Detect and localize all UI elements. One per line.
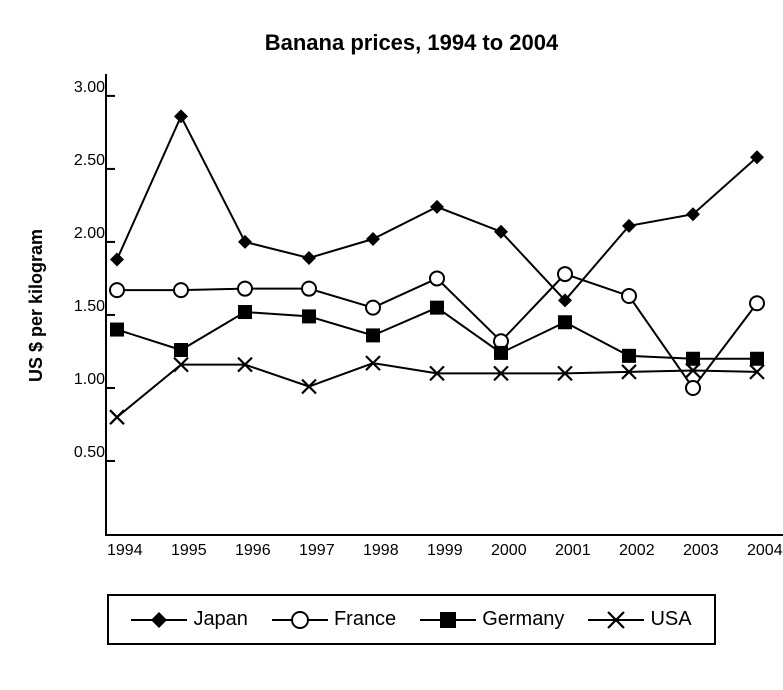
plot-svg [107, 74, 767, 534]
legend-item: Germany [420, 608, 564, 631]
legend-label: France [334, 608, 396, 631]
legend-marker-line [420, 619, 476, 621]
legend-label: Germany [482, 608, 564, 631]
x-axis-ticks: 1994199519961997199819992000200120022003… [97, 536, 757, 564]
plot-area [105, 74, 783, 536]
legend-item: Japan [131, 608, 248, 631]
legend: Japan France Germany USA [107, 594, 715, 645]
legend-item: USA [588, 608, 691, 631]
legend-label: USA [650, 608, 691, 631]
legend-marker-line [131, 619, 187, 621]
y-axis-ticks: 3.002.502.001.501.000.50 [53, 74, 105, 534]
chart-container: Banana prices, 1994 to 2004 US $ per kil… [20, 30, 783, 645]
y-axis-label: US $ per kilogram [20, 74, 53, 536]
chart-title: Banana prices, 1994 to 2004 [20, 30, 783, 56]
legend-marker-line [588, 619, 644, 621]
legend-label: Japan [193, 608, 248, 631]
plot-row: US $ per kilogram 3.002.502.001.501.000.… [20, 74, 783, 536]
legend-item: France [272, 608, 396, 631]
legend-marker-line [272, 619, 328, 621]
